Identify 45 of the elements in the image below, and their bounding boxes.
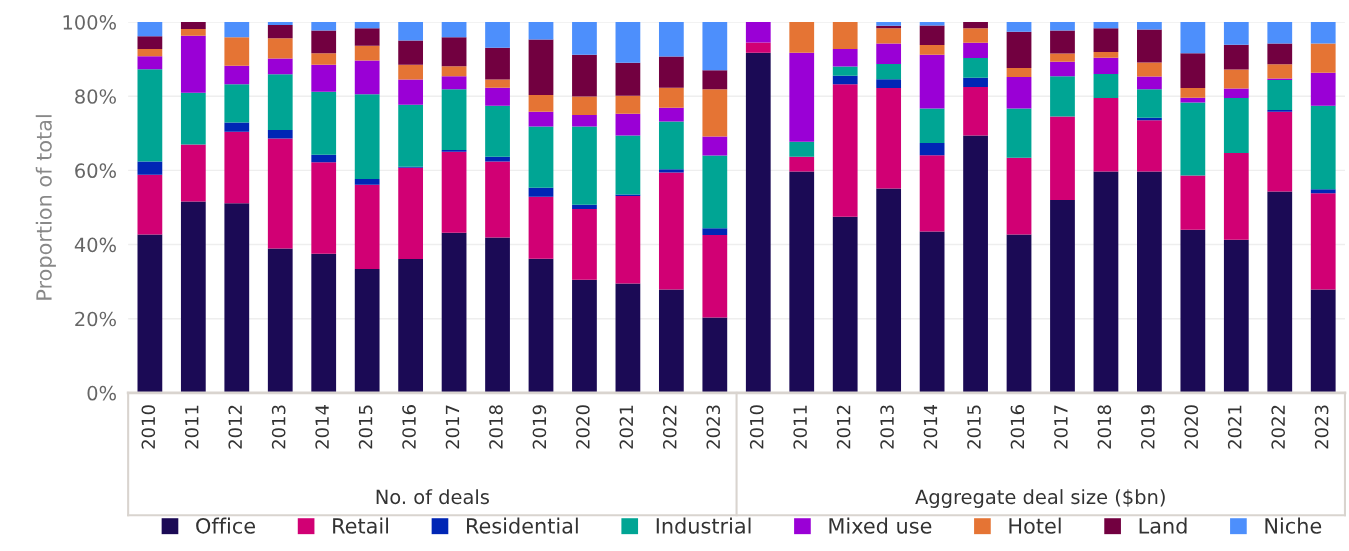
y-tick-label: 40%: [74, 237, 116, 253]
legend-label: Residential: [467, 517, 578, 534]
x-tick-label: 2023: [706, 405, 721, 449]
x-tick-label: 2021: [1227, 405, 1242, 449]
legend-label: Land: [1139, 517, 1187, 534]
x-tick-label: 2019: [1140, 405, 1155, 449]
legend-label: Hotel: [1009, 517, 1061, 534]
x-tick-label: 2010: [749, 405, 764, 449]
x-tick-label: 2014: [315, 404, 329, 449]
text: Aggregate deal size ($bn): [915, 489, 1165, 508]
legend-label: Retail: [333, 517, 389, 534]
y-tick-label: 100%: [63, 15, 116, 30]
y-tick-label: 80%: [75, 89, 116, 104]
legend-label: Niche: [1265, 517, 1322, 534]
x-tick-label: 2012: [836, 405, 851, 449]
x-tick-label: 2011: [793, 405, 807, 449]
x-tick-label: 2020: [1184, 405, 1199, 449]
x-tick-label: 2015: [358, 405, 373, 449]
x-tick-label: 2019: [532, 405, 547, 449]
x-tick-label: 2023: [1314, 405, 1329, 449]
text: No. of deals: [376, 489, 489, 505]
legend-label: Office: [196, 517, 255, 534]
y-tick-label: 0%: [87, 385, 116, 401]
legend-label: Mixed use: [829, 517, 932, 534]
x-tick-label: 2011: [184, 405, 199, 449]
x-tick-label: 2012: [228, 405, 243, 449]
x-tick-label: 2022: [1271, 405, 1286, 449]
y-tick-label: 20%: [75, 311, 116, 327]
x-tick-label: 2016: [1010, 405, 1025, 449]
x-tick-label: 2020: [576, 405, 590, 449]
x-tick-label: 2022: [662, 405, 677, 449]
x-tick-label: 2010: [141, 405, 156, 449]
x-tick-label: 2013: [271, 405, 286, 449]
x-tick-label: 2018: [1097, 405, 1112, 449]
y-tick-label: 60%: [75, 163, 116, 179]
x-tick-label: 2021: [619, 405, 634, 449]
y-axis-title: Proportion of total: [35, 115, 56, 300]
x-tick-label: 2017: [445, 405, 460, 449]
x-tick-label: 2015: [967, 405, 981, 449]
x-tick-label: 2013: [880, 405, 894, 449]
legend-label: Industrial: [656, 517, 751, 534]
x-tick-label: 2014: [923, 404, 938, 449]
x-tick-label: 2017: [1054, 405, 1068, 449]
x-tick-label: 2016: [402, 405, 416, 449]
x-tick-label: 2018: [489, 405, 503, 449]
